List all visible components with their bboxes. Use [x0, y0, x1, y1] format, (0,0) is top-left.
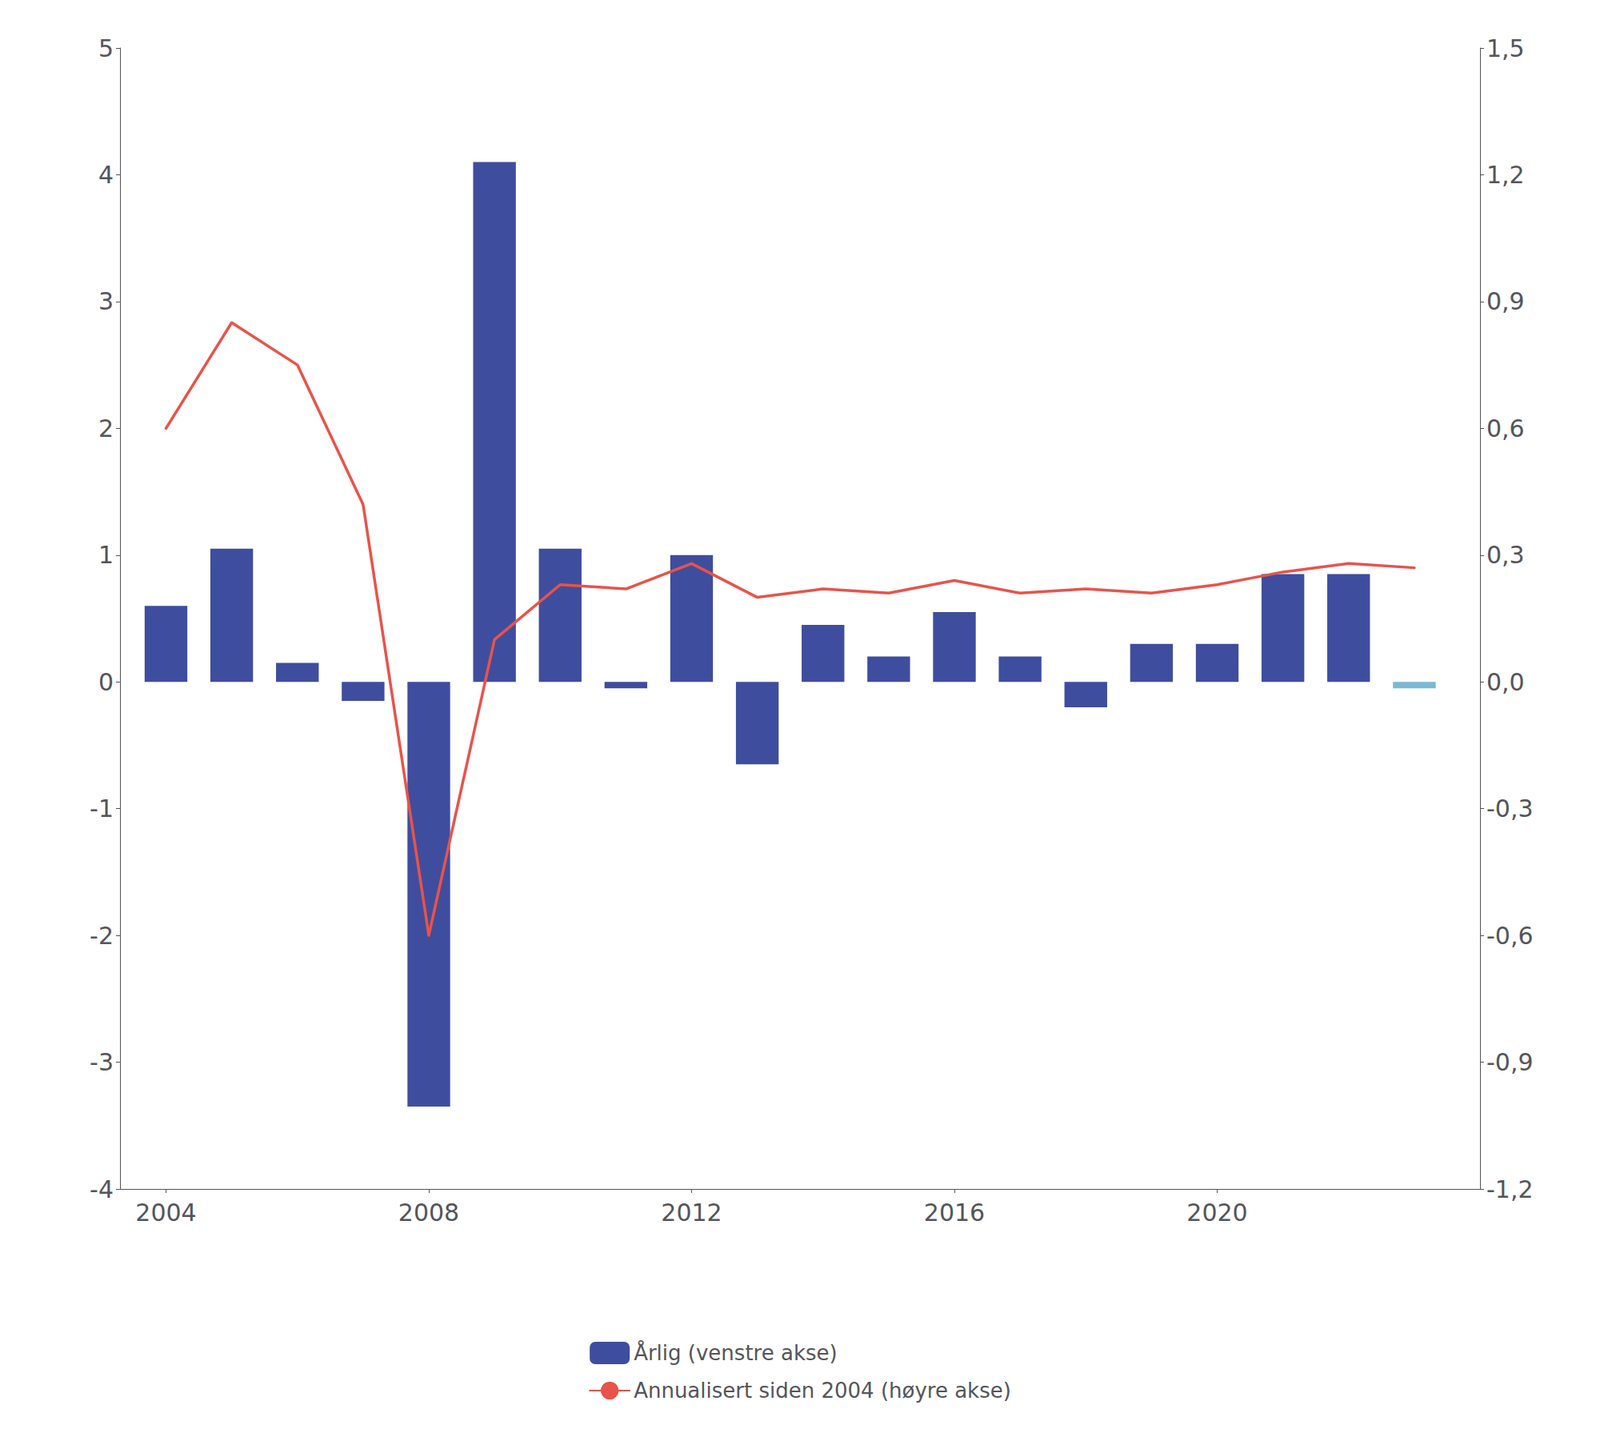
svg-text:1,2: 1,2 [1486, 160, 1525, 189]
svg-text:2020: 2020 [1186, 1198, 1248, 1227]
svg-text:-2: -2 [89, 921, 114, 950]
svg-text:2004: 2004 [135, 1198, 196, 1227]
svg-text:5: 5 [98, 34, 114, 63]
svg-text:3: 3 [98, 287, 114, 316]
svg-text:2: 2 [98, 414, 114, 443]
svg-text:0: 0 [98, 668, 114, 696]
svg-text:2016: 2016 [924, 1198, 985, 1227]
svg-text:-1: -1 [89, 794, 114, 823]
svg-text:2008: 2008 [398, 1198, 460, 1227]
svg-text:1,5: 1,5 [1486, 34, 1525, 63]
svg-text:1: 1 [98, 540, 114, 569]
svg-text:-0,6: -0,6 [1486, 921, 1534, 950]
svg-text:-4: -4 [89, 1175, 114, 1204]
svg-text:-0,3: -0,3 [1486, 794, 1534, 823]
svg-text:-0,9: -0,9 [1486, 1048, 1534, 1076]
svg-text:-3: -3 [89, 1048, 114, 1076]
svg-text:Årlig (venstre akse): Årlig (venstre akse) [633, 1340, 838, 1365]
svg-text:4: 4 [98, 160, 114, 189]
svg-text:0,3: 0,3 [1486, 540, 1525, 569]
svg-text:Annualisert siden 2004 (høyre: Annualisert siden 2004 (høyre akse) [633, 1378, 1012, 1403]
svg-text:-1,2: -1,2 [1486, 1175, 1534, 1204]
svg-text:0,6: 0,6 [1486, 414, 1525, 443]
svg-text:2012: 2012 [660, 1198, 722, 1227]
svg-text:0,0: 0,0 [1486, 668, 1525, 696]
svg-text:0,9: 0,9 [1486, 287, 1525, 316]
